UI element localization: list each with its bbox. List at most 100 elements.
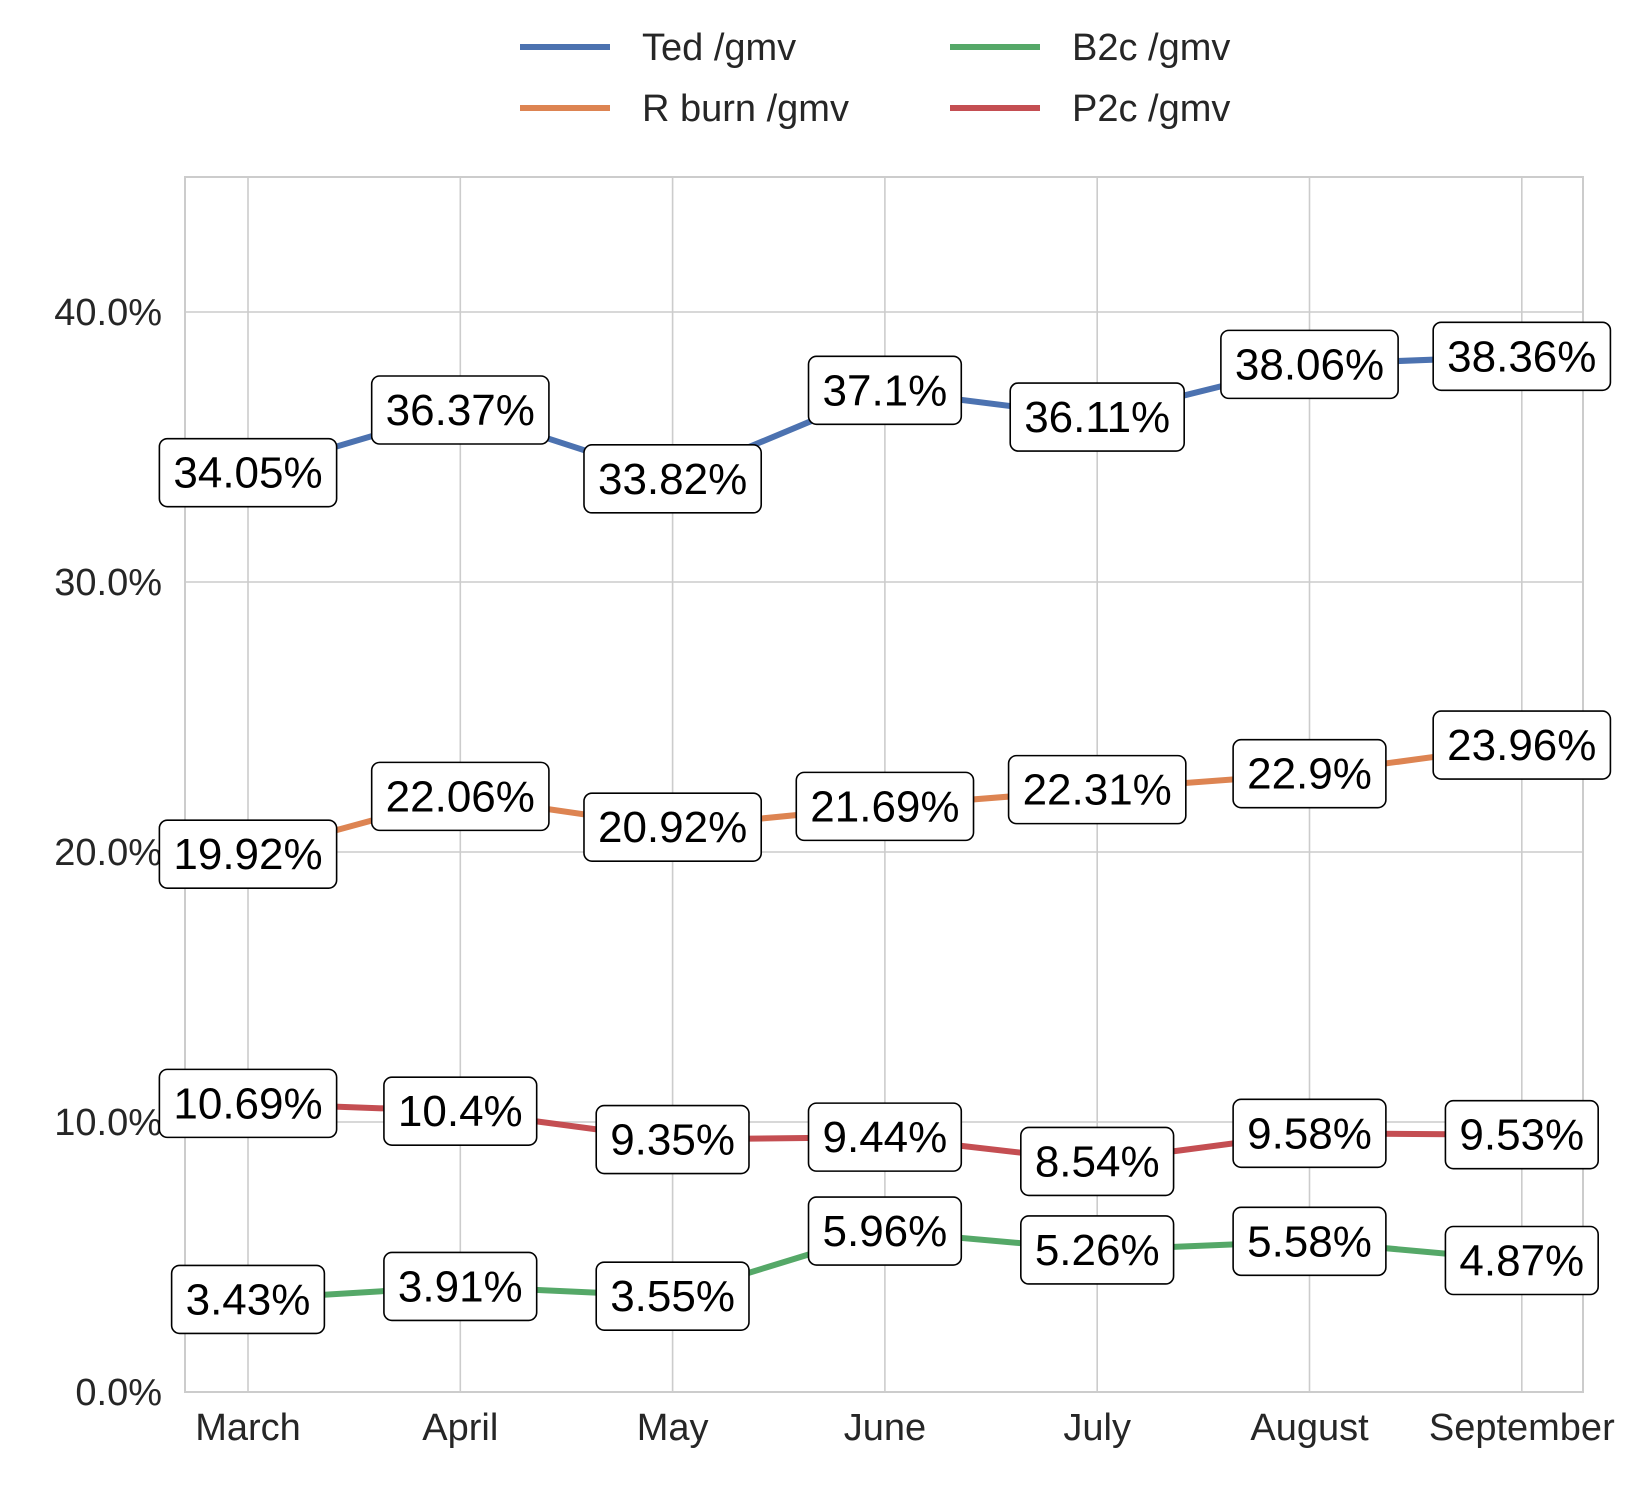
data-label: 22.31%: [1007, 754, 1187, 825]
data-label-box: [1020, 1215, 1175, 1285]
legend-label: Ted /gmv: [642, 27, 796, 69]
data-label-text: 4.87%: [1459, 1237, 1584, 1286]
legend-label: R burn /gmv: [642, 88, 849, 130]
x-tick-label: September: [1429, 1407, 1615, 1449]
data-label-box: [583, 792, 763, 862]
data-label-text: 36.11%: [1024, 393, 1170, 442]
data-label-box: [170, 1264, 326, 1335]
x-tick-label: April: [422, 1407, 498, 1449]
data-label: 5.58%: [1232, 1206, 1387, 1277]
data-label-text: 20.92%: [598, 803, 747, 852]
legend-label: B2c /gmv: [1072, 27, 1230, 69]
data-label: 8.54%: [1020, 1126, 1175, 1197]
data-label: 4.87%: [1444, 1225, 1599, 1296]
data-label-text: 34.05%: [173, 449, 322, 498]
data-label-box: [1444, 1099, 1599, 1170]
legend-item: R burn /gmv: [520, 88, 849, 130]
data-label-box: [595, 1261, 750, 1331]
data-label-box: [807, 1196, 963, 1266]
data-label: 3.91%: [383, 1251, 538, 1322]
data-label-text: 21.69%: [810, 782, 959, 831]
data-label: 3.55%: [595, 1261, 750, 1331]
data-label-text: 22.31%: [1023, 766, 1172, 815]
y-tick-label: 30.0%: [54, 562, 162, 604]
legend-label: P2c /gmv: [1072, 88, 1230, 130]
x-tick-label: August: [1250, 1407, 1369, 1449]
data-label: 22.9%: [1232, 738, 1387, 809]
legend-item: Ted /gmv: [520, 27, 796, 69]
data-label-box: [1432, 321, 1612, 392]
data-label-text: 33.82%: [598, 455, 747, 504]
data-label-text: 38.36%: [1447, 332, 1596, 381]
data-label-box: [1007, 754, 1187, 825]
data-label: 22.06%: [370, 761, 550, 832]
data-label-box: [1220, 329, 1399, 400]
data-label-box: [1232, 738, 1387, 809]
data-label: 9.35%: [595, 1104, 750, 1175]
data-label: 5.96%: [807, 1196, 963, 1266]
legend-item: P2c /gmv: [950, 88, 1230, 130]
data-label-text: 5.26%: [1035, 1226, 1160, 1275]
y-tick-label: 0.0%: [75, 1372, 162, 1414]
legend: Ted /gmv R burn /gmv B2c /gmv P2c /gmv: [520, 27, 1230, 130]
data-label-box: [795, 771, 975, 842]
data-label: 38.06%: [1220, 329, 1399, 400]
data-label-text: 3.43%: [186, 1275, 311, 1324]
data-label: 10.69%: [158, 1068, 338, 1139]
data-labels: 34.05% 36.37% 33.82% 37.1% 36.11% 38.06% 38.36…: [158, 321, 1612, 1335]
data-label: 38.36%: [1432, 321, 1612, 392]
data-label-box: [1020, 1126, 1175, 1197]
data-label-text: 3.55%: [610, 1272, 735, 1321]
data-label-text: 23.96%: [1447, 721, 1596, 770]
data-label-box: [1232, 1206, 1387, 1277]
data-label: 37.1%: [807, 355, 963, 426]
data-label-box: [158, 819, 338, 889]
data-label-box: [383, 1076, 538, 1146]
data-label-box: [158, 1068, 338, 1139]
data-label-text: 22.9%: [1247, 750, 1372, 799]
y-tick-label: 40.0%: [54, 292, 162, 334]
data-label-box: [383, 1251, 538, 1322]
data-label-text: 36.37%: [386, 386, 535, 435]
data-label: 5.26%: [1020, 1215, 1175, 1285]
data-label-box: [1009, 382, 1185, 452]
data-label: 19.92%: [158, 819, 338, 889]
data-label-box: [595, 1104, 750, 1175]
data-label-text: 37.1%: [823, 366, 948, 415]
data-label: 23.96%: [1432, 710, 1612, 780]
data-label-box: [158, 437, 338, 508]
data-label-box: [807, 355, 963, 426]
data-label-text: 10.4%: [398, 1087, 523, 1136]
data-label-text: 9.53%: [1459, 1111, 1584, 1160]
x-tick-label: July: [1063, 1407, 1131, 1449]
data-label-box: [1232, 1098, 1387, 1169]
data-label-text: 38.06%: [1235, 340, 1384, 389]
x-axis-ticks: March April May June July August September: [195, 1407, 1615, 1449]
data-label-text: 19.92%: [173, 830, 322, 879]
data-label: 3.43%: [170, 1264, 326, 1335]
data-label-text: 5.96%: [823, 1207, 948, 1256]
data-label: 33.82%: [583, 444, 763, 514]
plot-area-frame: [184, 176, 1584, 1393]
data-label: 9.58%: [1232, 1098, 1387, 1169]
x-tick-label: June: [844, 1407, 926, 1449]
data-label-text: 9.35%: [610, 1116, 735, 1165]
data-label: 20.92%: [583, 792, 763, 862]
data-label: 34.05%: [158, 437, 338, 508]
data-label-text: 9.44%: [823, 1113, 948, 1162]
data-label-text: 10.69%: [173, 1079, 322, 1128]
data-label: 9.53%: [1444, 1099, 1599, 1170]
x-tick-label: May: [637, 1407, 709, 1449]
data-label-text: 5.58%: [1247, 1217, 1372, 1266]
data-label-box: [370, 761, 550, 832]
y-axis-ticks: 0.0% 10.0% 20.0% 30.0% 40.0%: [54, 292, 162, 1414]
data-label-box: [583, 444, 763, 514]
data-label: 36.11%: [1009, 382, 1185, 452]
data-label-text: 9.58%: [1247, 1109, 1372, 1158]
data-label-text: 8.54%: [1035, 1137, 1160, 1186]
y-tick-label: 20.0%: [54, 832, 162, 874]
data-label: 9.44%: [807, 1102, 963, 1172]
data-label-box: [370, 375, 550, 445]
data-label-text: 22.06%: [386, 772, 535, 821]
